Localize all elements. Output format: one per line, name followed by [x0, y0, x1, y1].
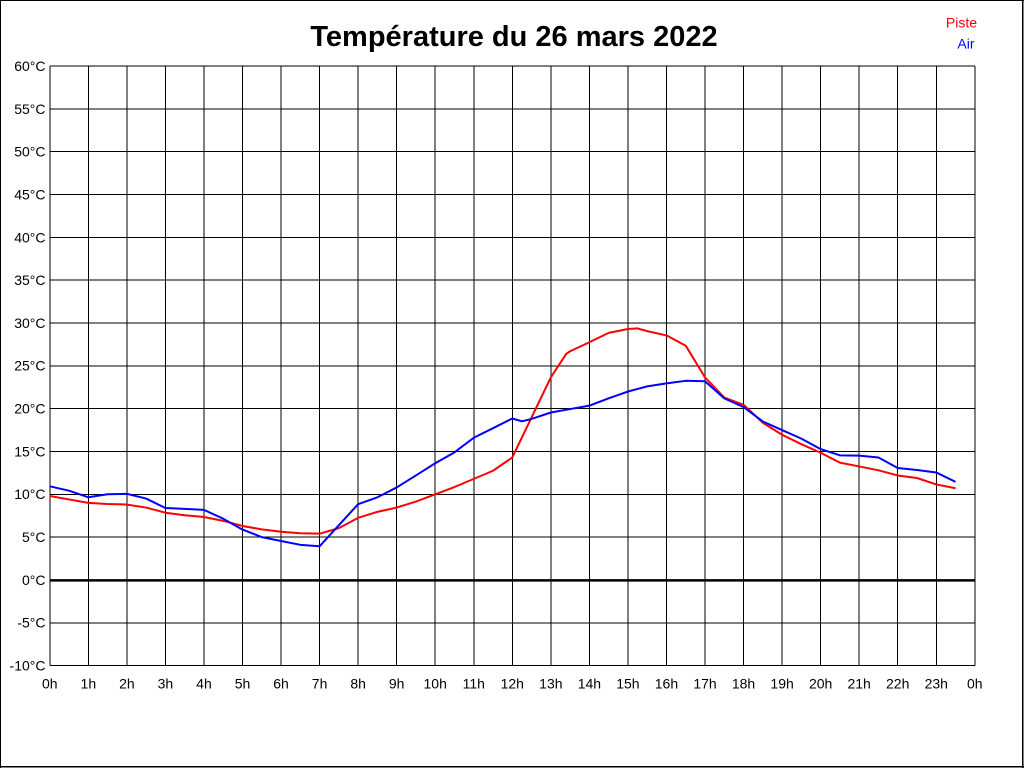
svg-text:50°C: 50°C	[14, 144, 45, 160]
svg-text:0h: 0h	[967, 676, 983, 692]
svg-text:-5°C: -5°C	[17, 615, 45, 631]
svg-text:4h: 4h	[196, 676, 212, 692]
svg-text:30°C: 30°C	[14, 315, 45, 331]
svg-text:5°C: 5°C	[22, 529, 46, 545]
svg-text:0h: 0h	[42, 676, 58, 692]
svg-text:8h: 8h	[350, 676, 366, 692]
svg-text:1h: 1h	[81, 676, 97, 692]
svg-text:40°C: 40°C	[14, 229, 45, 245]
svg-text:17h: 17h	[693, 676, 716, 692]
svg-text:-10°C: -10°C	[10, 657, 46, 673]
svg-text:10h: 10h	[424, 676, 447, 692]
svg-text:19h: 19h	[770, 676, 793, 692]
svg-text:45°C: 45°C	[14, 186, 45, 202]
svg-text:Piste: Piste	[946, 15, 977, 31]
svg-text:16h: 16h	[655, 676, 678, 692]
svg-text:23h: 23h	[925, 676, 948, 692]
svg-text:55°C: 55°C	[14, 101, 45, 117]
svg-text:15°C: 15°C	[14, 443, 45, 459]
svg-text:14h: 14h	[578, 676, 601, 692]
svg-text:5h: 5h	[235, 676, 251, 692]
svg-text:21h: 21h	[847, 676, 870, 692]
svg-text:20h: 20h	[809, 676, 832, 692]
svg-text:7h: 7h	[312, 676, 328, 692]
svg-text:6h: 6h	[273, 676, 289, 692]
svg-text:18h: 18h	[732, 676, 755, 692]
svg-text:13h: 13h	[539, 676, 562, 692]
svg-text:2h: 2h	[119, 676, 135, 692]
svg-text:10°C: 10°C	[14, 486, 45, 502]
svg-text:9h: 9h	[389, 676, 405, 692]
svg-text:22h: 22h	[886, 676, 909, 692]
svg-text:Température du 26 mars 2022: Température du 26 mars 2022	[310, 21, 717, 53]
svg-text:60°C: 60°C	[14, 58, 45, 74]
svg-text:35°C: 35°C	[14, 272, 45, 288]
svg-text:3h: 3h	[158, 676, 174, 692]
svg-text:20°C: 20°C	[14, 401, 45, 417]
svg-text:12h: 12h	[501, 676, 524, 692]
svg-text:25°C: 25°C	[14, 358, 45, 374]
svg-text:11h: 11h	[463, 676, 485, 692]
svg-text:15h: 15h	[616, 676, 639, 692]
svg-text:Air: Air	[957, 36, 974, 52]
svg-text:0°C: 0°C	[22, 572, 46, 588]
